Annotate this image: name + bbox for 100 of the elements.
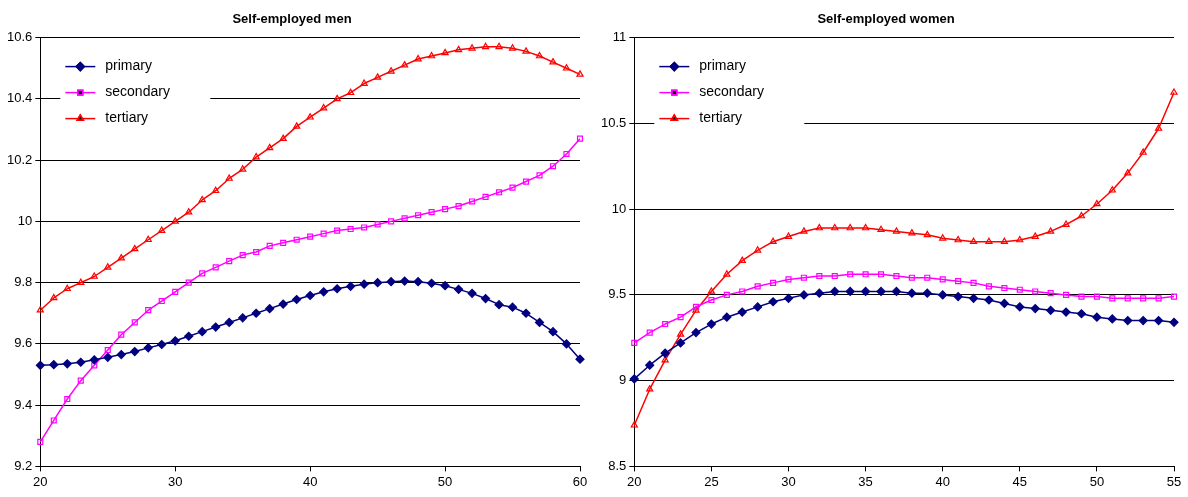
- x-tick-label: 45: [1012, 473, 1028, 489]
- y-tick-label: 8.5: [608, 457, 627, 473]
- point: [723, 291, 730, 298]
- point: [239, 251, 246, 259]
- point: [508, 44, 517, 51]
- point: [535, 51, 544, 59]
- point: [143, 343, 153, 353]
- y-tick-label: 10.4: [6, 90, 33, 106]
- point: [279, 134, 287, 142]
- point: [400, 61, 409, 68]
- point: [985, 283, 993, 290]
- point: [1062, 220, 1070, 227]
- point: [239, 165, 247, 172]
- point: [238, 313, 248, 323]
- point: [561, 339, 572, 349]
- point: [675, 338, 686, 348]
- point: [253, 248, 260, 256]
- point: [722, 312, 732, 322]
- point: [1154, 124, 1163, 131]
- point: [770, 279, 777, 286]
- point: [104, 346, 111, 354]
- point: [549, 163, 557, 170]
- point: [1140, 295, 1147, 302]
- point: [158, 297, 165, 305]
- point: [224, 317, 234, 328]
- point: [442, 206, 449, 213]
- point: [37, 438, 44, 445]
- point: [753, 302, 763, 312]
- point: [783, 293, 794, 303]
- point: [876, 286, 886, 297]
- point: [185, 279, 192, 286]
- point: [708, 296, 715, 304]
- point: [768, 297, 778, 307]
- point: [549, 58, 557, 65]
- point: [373, 73, 382, 80]
- point: [495, 42, 503, 50]
- point: [103, 352, 113, 362]
- point: [225, 174, 233, 181]
- point: [347, 88, 355, 96]
- point: [1107, 314, 1117, 324]
- y-tick-label: 9.8: [14, 274, 33, 290]
- point: [359, 279, 369, 289]
- point: [576, 135, 584, 142]
- point: [660, 348, 670, 358]
- point: [211, 322, 221, 332]
- point: [908, 274, 915, 281]
- point: [814, 288, 824, 298]
- point: [1031, 232, 1039, 239]
- point: [923, 230, 931, 238]
- point: [226, 258, 233, 265]
- point: [346, 281, 356, 291]
- point: [922, 288, 932, 298]
- point: [455, 202, 462, 210]
- point: [739, 288, 746, 295]
- point: [428, 209, 435, 216]
- point: [184, 331, 194, 341]
- point: [1153, 316, 1164, 326]
- point: [548, 327, 558, 337]
- legend-label: tertiary: [105, 109, 149, 126]
- point: [1076, 309, 1087, 319]
- point: [440, 281, 450, 291]
- point: [212, 186, 220, 194]
- x-tick-label: 35: [858, 473, 873, 489]
- point: [706, 319, 716, 329]
- point: [562, 64, 571, 71]
- point: [861, 223, 870, 231]
- x-tick-label: 55: [1166, 473, 1182, 489]
- point: [799, 290, 809, 300]
- point: [386, 277, 396, 287]
- point: [862, 271, 869, 278]
- x-tick-label: 25: [704, 473, 719, 489]
- point: [266, 143, 274, 151]
- point: [1046, 305, 1056, 315]
- point: [521, 308, 531, 318]
- point: [495, 189, 503, 196]
- point: [877, 271, 885, 278]
- point: [754, 246, 762, 253]
- point: [907, 288, 917, 298]
- point: [157, 339, 167, 350]
- point: [170, 336, 180, 346]
- point: [1016, 235, 1024, 243]
- x-tick-label: 20: [627, 473, 642, 489]
- x-tick-label: 50: [1089, 473, 1105, 489]
- point: [266, 242, 273, 249]
- point: [144, 235, 152, 243]
- point: [646, 385, 654, 392]
- y-tick-label: 9.4: [14, 396, 33, 412]
- point: [305, 290, 315, 301]
- point: [49, 360, 59, 370]
- point: [645, 360, 655, 370]
- point: [89, 355, 99, 365]
- point: [306, 113, 314, 120]
- point: [938, 290, 948, 300]
- legend-label: primary: [105, 57, 152, 74]
- point: [468, 44, 476, 51]
- point: [62, 359, 72, 369]
- point: [361, 224, 368, 231]
- point: [1047, 227, 1055, 234]
- point: [116, 350, 126, 360]
- legend-label: secondary: [699, 83, 764, 100]
